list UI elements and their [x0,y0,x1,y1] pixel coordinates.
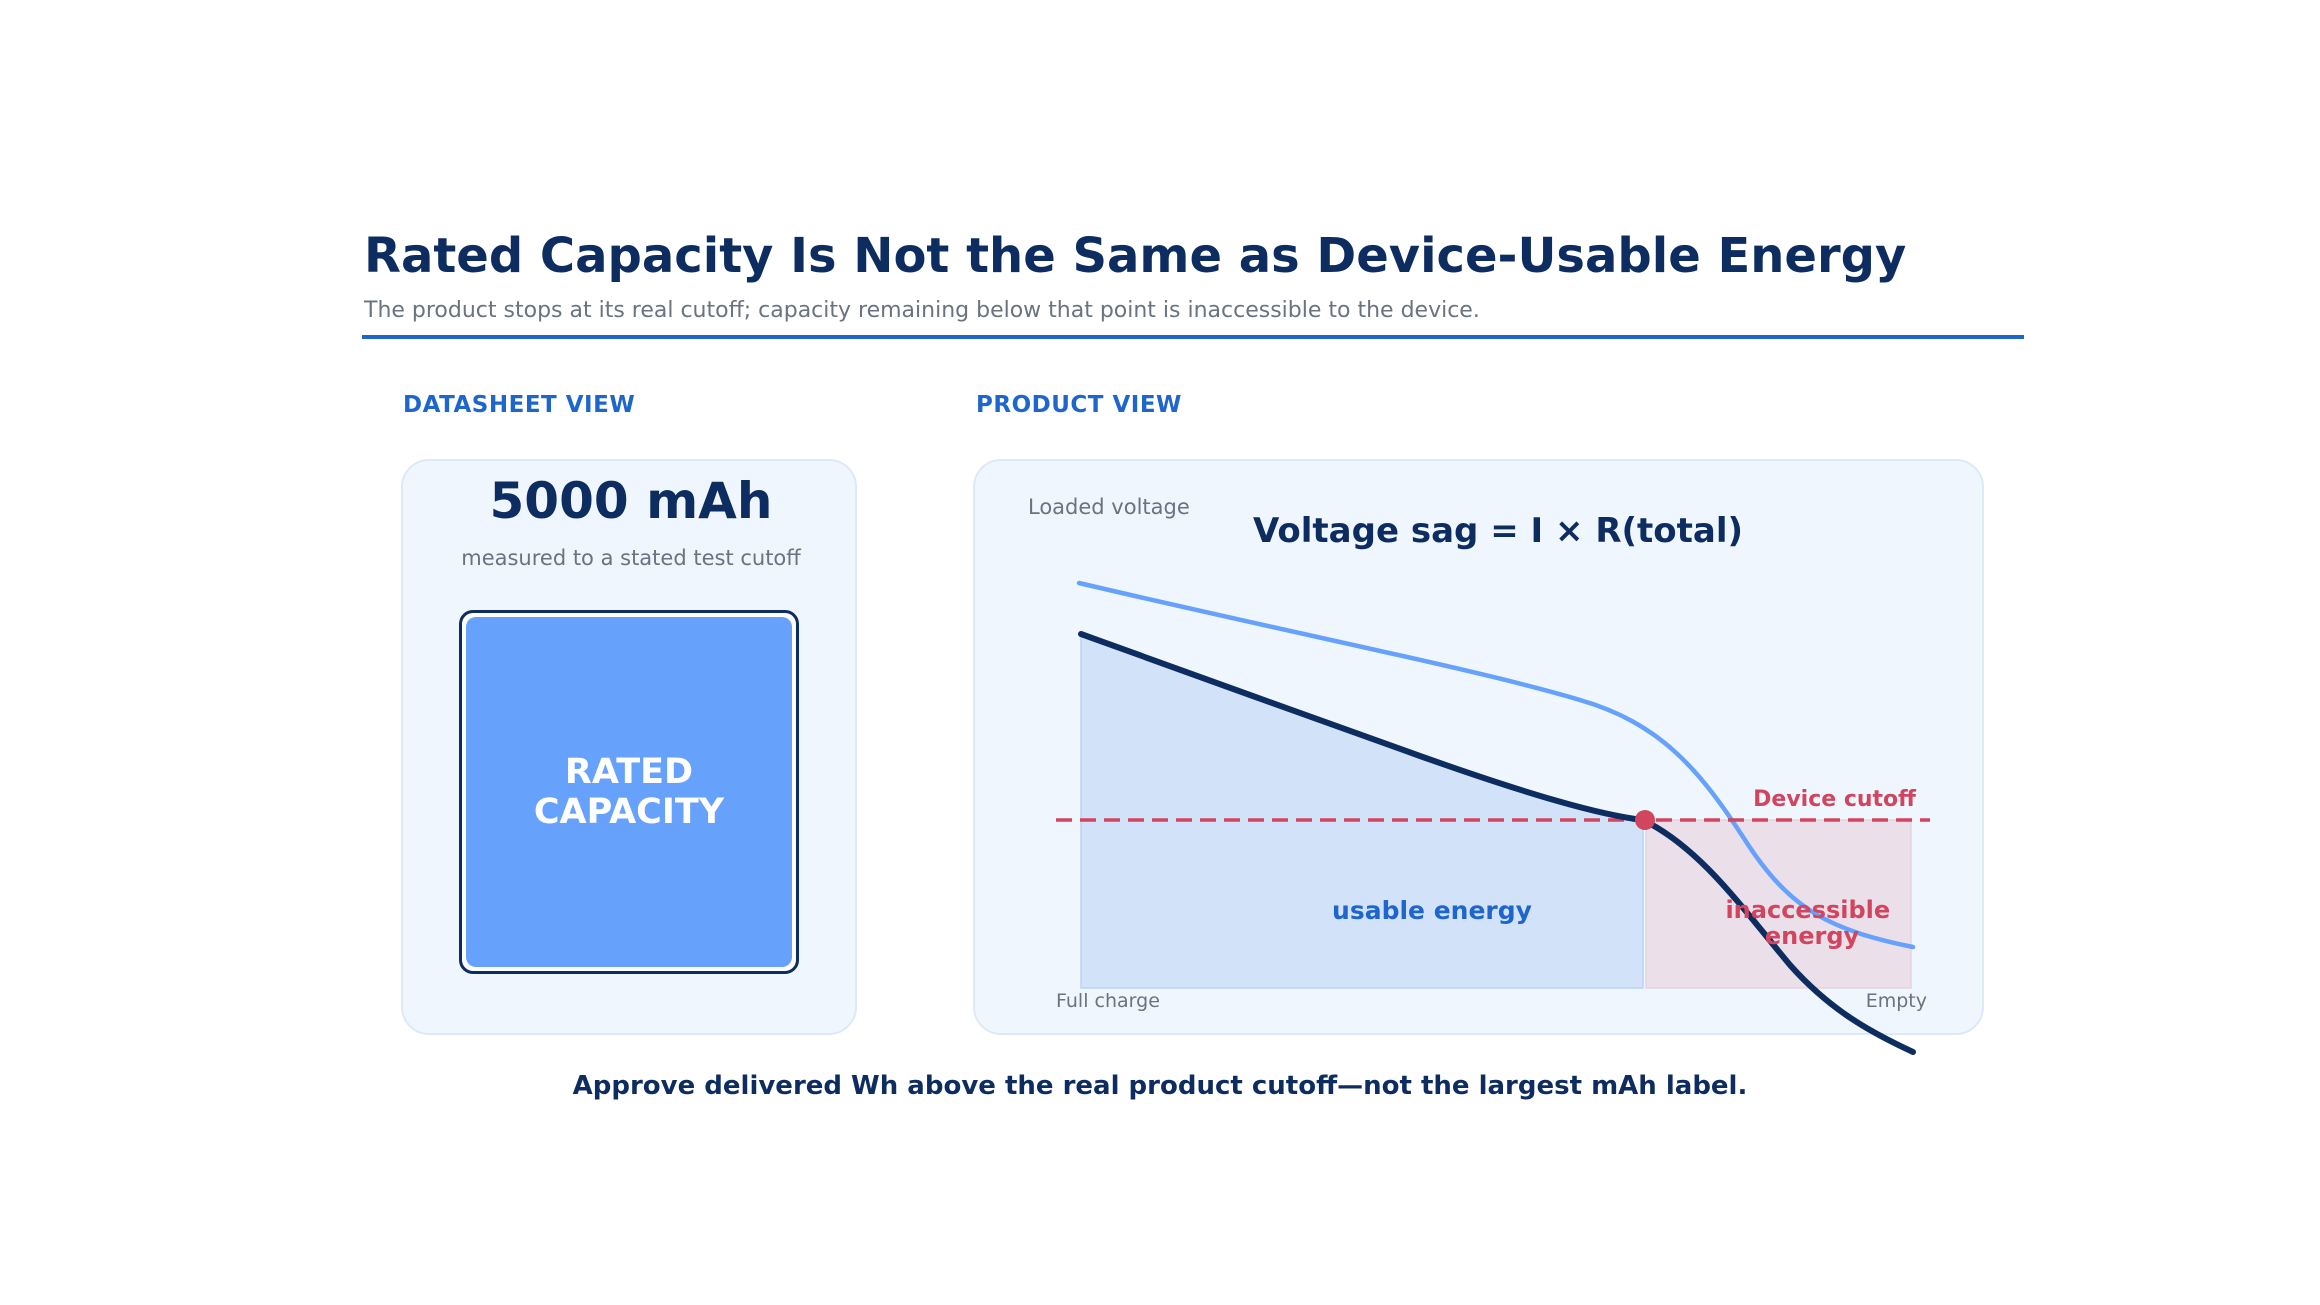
x-axis-start-label: Full charge [1056,990,1160,1012]
product-view-label: PRODUCT VIEW [976,392,1182,418]
rated-capacity-box: RATED CAPACITY [459,610,799,974]
rated-capacity-value: 5000 mAh [489,472,773,530]
open-circuit-voltage-curve [1076,580,1916,950]
takeaway-message: Approve delivered Wh above the real prod… [572,1071,1748,1101]
device-cutoff-label: Device cutoff [1753,787,1917,812]
x-axis-end-label: Empty [1866,990,1927,1012]
cutoff-intersection-marker [1635,810,1655,830]
inaccessible-energy-label-line2: energy [1765,922,1860,950]
usable-energy-label: usable energy [1332,896,1532,925]
loaded-voltage-curve [1078,631,1916,1055]
y-axis-label: Loaded voltage [1028,495,1190,519]
datasheet-view-label: DATASHEET VIEW [403,392,636,418]
inaccessible-energy-area [1645,819,1912,989]
voltage-sag-formula: Voltage sag = I × R(total) [1253,511,1743,551]
inaccessible-energy-label-line1: inaccessible [1725,896,1890,924]
page-subtitle: The product stops at its real cutoff; ca… [364,298,1480,323]
rated-capacity-label: RATED CAPACITY [533,751,725,832]
inaccessible-energy-label: inaccessible energy [1725,896,1898,950]
page-title: Rated Capacity Is Not the Same as Device… [364,228,1907,284]
title-divider [362,335,2024,339]
usable-energy-area [1080,631,1644,989]
rated-capacity-note: measured to a stated test cutoff [461,546,801,570]
rated-capacity-fill: RATED CAPACITY [466,617,792,967]
